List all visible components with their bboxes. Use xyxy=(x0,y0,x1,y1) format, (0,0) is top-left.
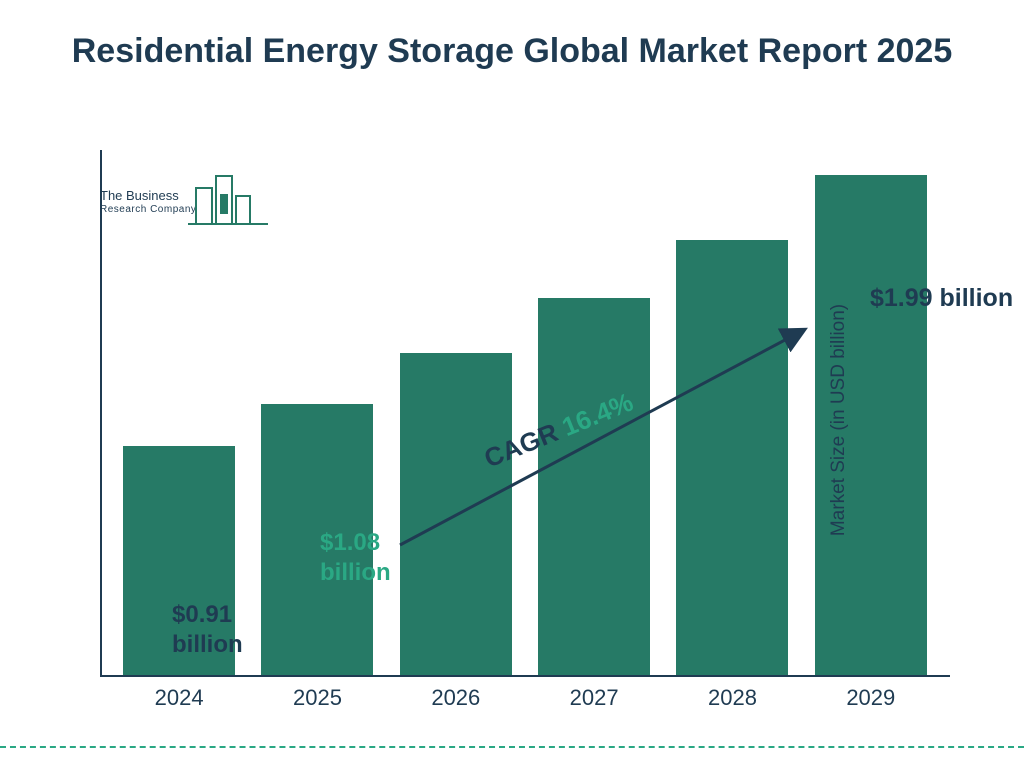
y-axis-label: Market Size (in USD billion) xyxy=(828,304,850,536)
x-tick-label: 2028 xyxy=(662,685,802,711)
chart-title: Residential Energy Storage Global Market… xyxy=(0,30,1024,73)
bar xyxy=(400,353,512,675)
value-label: $1.08 billion xyxy=(320,528,440,588)
chart-area: 202420252026202720282029 CAGR 16.4% Mark… xyxy=(80,160,950,680)
bar-slot: 2028 xyxy=(672,240,792,675)
bar xyxy=(676,240,788,675)
bottom-divider xyxy=(0,746,1024,748)
x-tick-label: 2025 xyxy=(247,685,387,711)
x-axis-line xyxy=(100,675,950,677)
x-tick-label: 2026 xyxy=(386,685,526,711)
bar xyxy=(538,298,650,675)
bar-slot: 2026 xyxy=(396,353,516,675)
value-label: $1.99 billion xyxy=(870,283,1024,314)
x-tick-label: 2029 xyxy=(801,685,941,711)
bar-slot: 2027 xyxy=(534,298,654,675)
x-tick-label: 2024 xyxy=(109,685,249,711)
x-tick-label: 2027 xyxy=(524,685,664,711)
value-label: $0.91 billion xyxy=(172,600,292,660)
